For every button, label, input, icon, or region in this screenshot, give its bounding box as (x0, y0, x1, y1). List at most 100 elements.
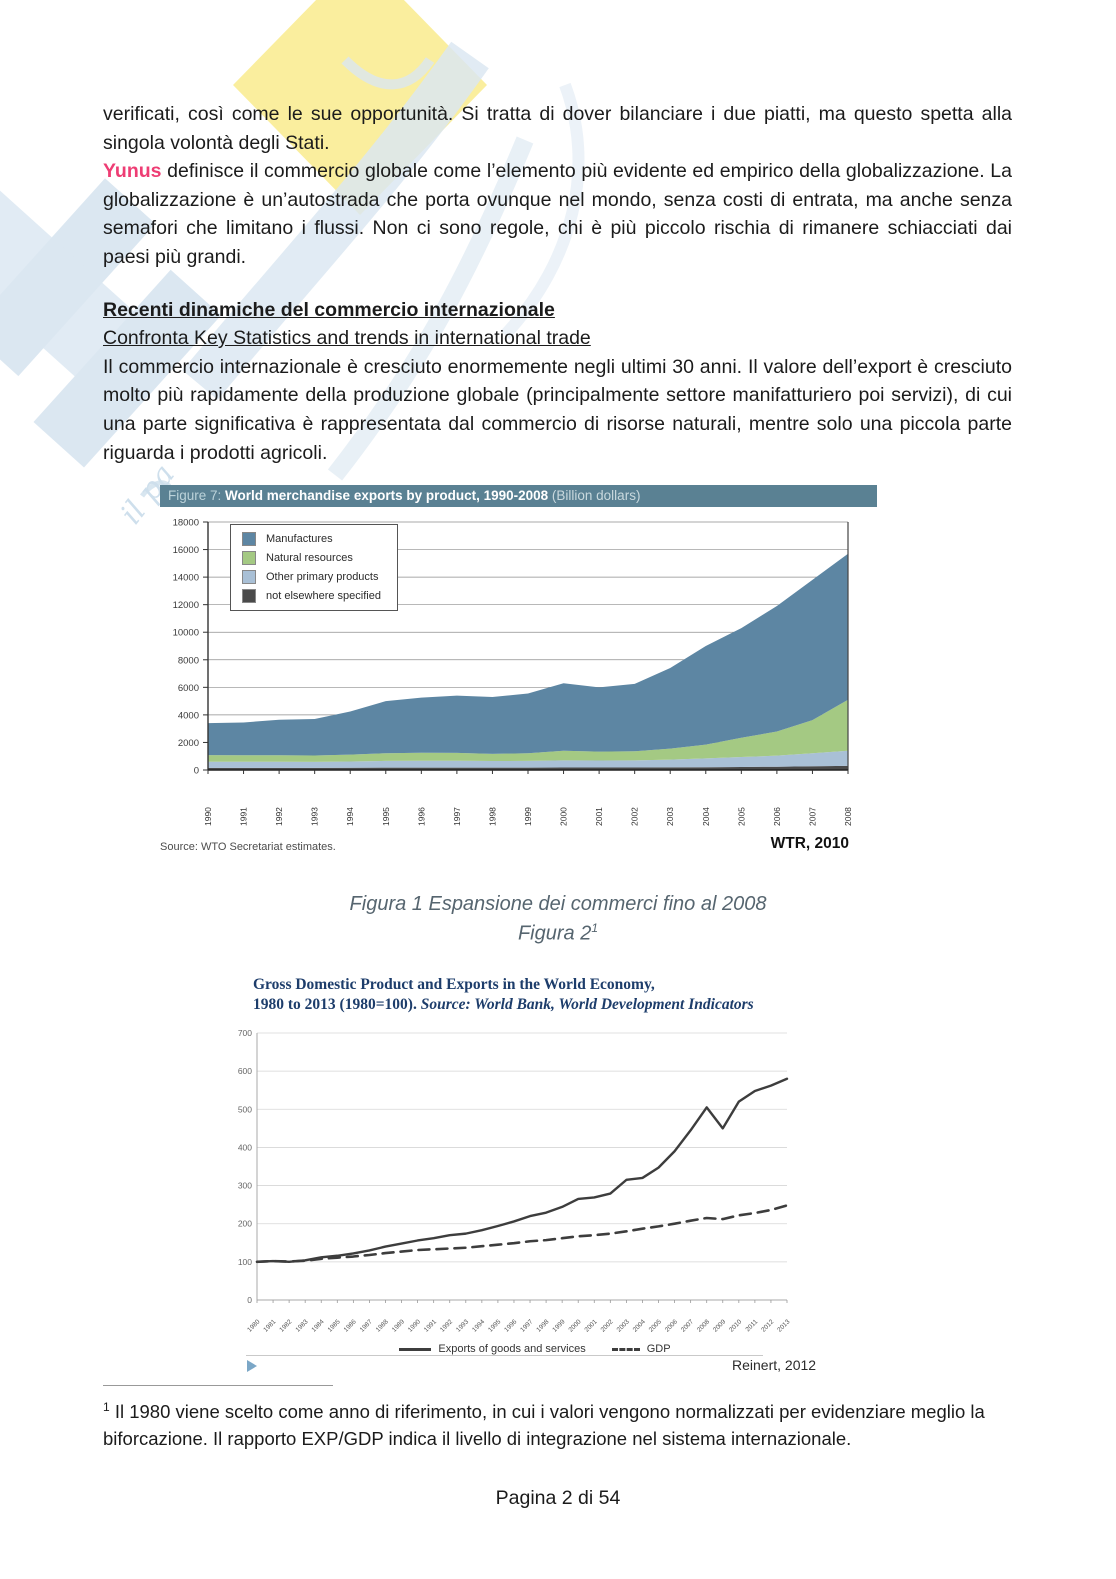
legend-label: Other primary products (266, 571, 379, 583)
figure1-legend-item: Other primary products (242, 570, 381, 584)
svg-text:1989: 1989 (391, 1318, 406, 1333)
svg-text:1998: 1998 (535, 1318, 550, 1333)
footnote-text: Il 1980 viene scelto come anno di riferi… (103, 1401, 985, 1449)
svg-text:1990: 1990 (203, 807, 213, 826)
svg-text:2012: 2012 (760, 1318, 775, 1333)
svg-text:4000: 4000 (178, 710, 199, 721)
section-body: Il commercio internazionale è cresciuto … (103, 355, 1012, 464)
svg-text:2003: 2003 (665, 807, 675, 826)
legend-item-gdp: GDP (611, 1343, 671, 1355)
legend-label-gdp: GDP (646, 1343, 671, 1355)
figure1-legend-item: Natural resources (242, 551, 381, 565)
svg-text:1998: 1998 (487, 807, 497, 826)
figure1-legend-item: Manufactures (242, 532, 381, 546)
svg-text:1983: 1983 (294, 1318, 309, 1333)
svg-text:1996: 1996 (503, 1318, 518, 1333)
svg-text:1993: 1993 (455, 1318, 470, 1333)
svg-text:6000: 6000 (178, 683, 199, 694)
svg-text:1986: 1986 (343, 1318, 358, 1333)
figure1-legend-item: not elsewhere specified (242, 589, 381, 603)
svg-text:2001: 2001 (594, 807, 604, 826)
svg-text:2000: 2000 (559, 807, 569, 826)
figure2-legend: Exports of goods and services GDP (235, 1343, 835, 1355)
svg-text:2000: 2000 (567, 1318, 582, 1333)
page-number: Pagina 2 di 54 (495, 1487, 621, 1509)
svg-text:700: 700 (238, 1028, 252, 1038)
svg-text:1992: 1992 (439, 1318, 454, 1333)
caption-figura-2-text: Figura 2 (517, 922, 592, 945)
paragraph-1: verificati, così come le sue opportunità… (103, 100, 1012, 157)
svg-text:8000: 8000 (178, 655, 199, 666)
svg-text:1980: 1980 (246, 1318, 261, 1333)
paragraph-1-text: verificati, così come le sue opportunità… (103, 103, 1012, 154)
svg-text:16000: 16000 (173, 545, 199, 556)
section-heading: Recenti dinamiche del commercio internaz… (103, 298, 555, 321)
svg-text:2000: 2000 (178, 738, 199, 749)
figure-gdp-exports-chart: Gross Domestic Product and Exports in th… (235, 975, 835, 1355)
svg-text:1987: 1987 (359, 1318, 374, 1333)
figure2-attribution: Reinert, 2012 (732, 1357, 817, 1373)
svg-text:1993: 1993 (310, 807, 320, 826)
svg-text:2009: 2009 (712, 1318, 727, 1333)
legend-label-exports: Exports of goods and services (438, 1343, 586, 1355)
legend-swatch (242, 551, 256, 565)
svg-text:1999: 1999 (523, 807, 533, 826)
svg-text:100: 100 (238, 1257, 252, 1267)
legend-label: Manufactures (266, 533, 333, 545)
svg-text:1991: 1991 (239, 807, 249, 826)
svg-text:600: 600 (238, 1066, 252, 1076)
solid-line-sample (399, 1347, 432, 1351)
svg-text:2002: 2002 (630, 807, 640, 826)
svg-text:200: 200 (238, 1219, 252, 1229)
stacked-area-chart: 0 2000 4000 6000 8000 10000 12000 14000 16000 180… (173, 518, 853, 827)
figure2-title-line2: 1980 to 2013 (1980=100). Source: World B… (253, 995, 835, 1015)
svg-text:10000: 10000 (173, 628, 199, 639)
svg-text:12000: 12000 (173, 600, 199, 611)
svg-text:400: 400 (238, 1142, 252, 1152)
svg-text:2010: 2010 (728, 1318, 743, 1333)
svg-text:2006: 2006 (772, 807, 782, 826)
svg-text:1997: 1997 (519, 1318, 534, 1333)
svg-text:2006: 2006 (664, 1318, 679, 1333)
paragraph-2: Yunus definisce il commercio globale com… (103, 157, 1012, 271)
svg-text:1999: 1999 (551, 1318, 566, 1333)
svg-text:2004: 2004 (701, 807, 711, 826)
play-triangle-icon (247, 1360, 257, 1372)
section-subheading: Confronta Key Statistics and trends in i… (103, 327, 591, 350)
figure2-title-line2-text: 1980 to 2013 (1980=100). (253, 996, 421, 1013)
figure1-legend: Manufactures Natural resources Other prima… (230, 524, 398, 611)
svg-text:2008: 2008 (843, 807, 853, 826)
footnote: 1 Il 1980 viene scelto come anno di rife… (103, 1394, 1012, 1452)
footnote-reference: 1 (591, 921, 599, 935)
legend-swatch (242, 589, 256, 603)
legend-label: Natural resources (266, 552, 353, 564)
figure-wto-exports-chart: Figure 7: World merchandise exports by p… (160, 485, 877, 853)
legend-label: not elsewhere specified (266, 590, 381, 602)
svg-text:2007: 2007 (680, 1318, 695, 1333)
svg-text:2003: 2003 (616, 1318, 631, 1333)
figure2-divider-line (246, 1355, 763, 1356)
caption-figura-2: Figura 21 (0, 921, 1116, 946)
legend-swatch (242, 532, 256, 546)
svg-text:2007: 2007 (807, 807, 817, 826)
svg-text:2001: 2001 (584, 1318, 599, 1333)
svg-text:0: 0 (247, 1295, 252, 1305)
figure1-plot-area: Manufactures Natural resources Other prima… (160, 512, 877, 835)
svg-text:1997: 1997 (452, 807, 462, 826)
figure1-title-prefix: Figure 7: (168, 488, 222, 503)
svg-text:2008: 2008 (696, 1318, 711, 1333)
svg-text:1990: 1990 (407, 1318, 422, 1333)
svg-text:2005: 2005 (648, 1318, 663, 1333)
svg-text:1984: 1984 (310, 1318, 325, 1333)
svg-text:2002: 2002 (600, 1318, 615, 1333)
dashed-line-sample (611, 1347, 640, 1351)
svg-text:1995: 1995 (381, 807, 391, 826)
figure1-title-main: World merchandise exports by product, 19… (221, 488, 552, 503)
figure2-title-line1: Gross Domestic Product and Exports in th… (253, 976, 655, 993)
legend-item-exports: Exports of goods and services (399, 1343, 586, 1355)
svg-text:14000: 14000 (173, 573, 199, 584)
footnote-separator (103, 1385, 333, 1386)
svg-text:2005: 2005 (736, 807, 746, 826)
paragraph-2-text: definisce il commercio globale come l’el… (103, 160, 1012, 268)
svg-text:1994: 1994 (471, 1318, 486, 1333)
